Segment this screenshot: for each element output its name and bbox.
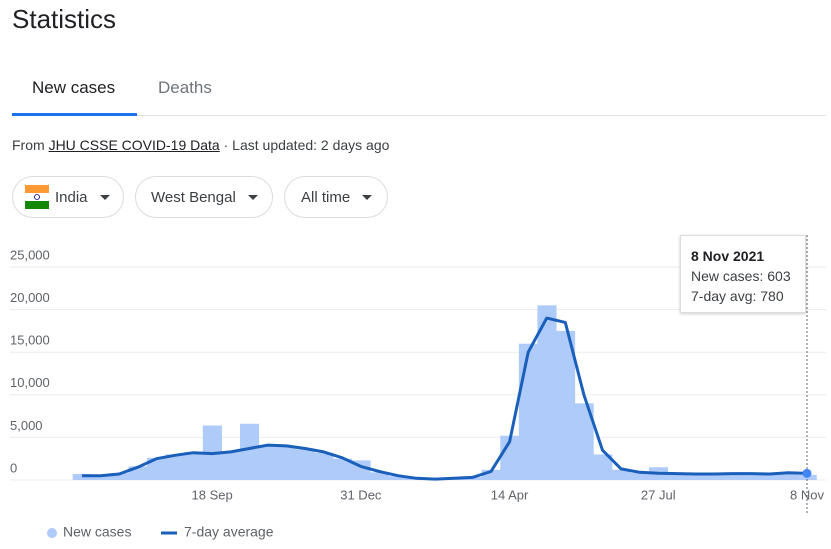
bar xyxy=(165,454,185,480)
bar xyxy=(760,474,780,480)
page-title: Statistics xyxy=(12,4,117,34)
bar xyxy=(611,469,631,480)
legend-dot xyxy=(47,528,57,538)
filter-label: All time xyxy=(301,188,351,206)
tab-indicator xyxy=(12,113,137,116)
bar xyxy=(109,473,129,480)
y-tick-label: 20,000 xyxy=(10,290,50,305)
source-line: From JHU CSSE COVID-19 Data · Last updat… xyxy=(12,137,389,153)
bar xyxy=(314,452,334,480)
bar xyxy=(388,476,408,480)
bar xyxy=(537,305,557,480)
legend-label: 7-day average xyxy=(184,524,274,540)
y-tick-label: 10,000 xyxy=(10,375,50,390)
bar xyxy=(518,343,538,480)
time-filter[interactable]: All time xyxy=(284,176,388,218)
y-tick-label: 5,000 xyxy=(10,418,43,433)
tooltip-line: 7-day avg: 780 xyxy=(691,288,784,304)
bar xyxy=(147,457,167,480)
filter-label: India xyxy=(55,188,88,206)
bar xyxy=(277,446,297,480)
bar xyxy=(332,458,353,480)
bar xyxy=(574,403,594,480)
bar xyxy=(593,454,613,480)
source-link[interactable]: JHU CSSE COVID-19 Data xyxy=(48,137,220,153)
bar xyxy=(686,474,706,480)
tooltip-date: 8 Nov 2021 xyxy=(691,248,765,264)
y-tick-label: 15,000 xyxy=(10,333,50,348)
bar xyxy=(630,472,650,480)
bar xyxy=(91,476,111,480)
bar xyxy=(370,472,390,480)
legend-label: New cases xyxy=(63,524,131,540)
tab[interactable]: Deaths xyxy=(158,78,212,97)
country-filter[interactable]: India xyxy=(12,176,124,218)
bar xyxy=(258,445,278,480)
bar xyxy=(779,473,799,480)
x-tick-label: 14 Apr xyxy=(491,487,529,502)
x-tick-label: 31 Dec xyxy=(340,487,382,502)
flag xyxy=(25,185,49,209)
source-prefix: From xyxy=(12,137,45,153)
bar xyxy=(667,474,687,480)
bar xyxy=(741,473,762,480)
bar xyxy=(481,469,501,480)
hover-point xyxy=(802,468,812,478)
bar xyxy=(295,449,315,480)
bar xyxy=(556,330,576,480)
bar xyxy=(184,451,204,480)
bar xyxy=(704,474,724,480)
y-tick-label: 0 xyxy=(10,460,17,475)
last-updated: · Last updated: 2 days ago xyxy=(223,137,390,153)
x-tick-label: 27 Jul xyxy=(641,487,676,502)
tooltip-line: New cases: 603 xyxy=(691,268,791,284)
bar xyxy=(221,451,241,480)
tooltip: 8 Nov 2021 New cases: 603 7-day avg: 780 xyxy=(680,235,806,313)
filter-label: West Bengal xyxy=(151,188,236,206)
region-filter[interactable]: West Bengal xyxy=(135,176,273,218)
line xyxy=(82,316,808,481)
x-tick-label: 18 Sep xyxy=(192,487,233,502)
tab-divider xyxy=(12,115,826,116)
x-tick-label: 8 Nov xyxy=(790,487,824,502)
y-tick-label: 25,000 xyxy=(10,247,50,262)
tab[interactable]: New cases xyxy=(32,78,116,97)
bar xyxy=(240,423,260,480)
bar xyxy=(723,473,743,480)
